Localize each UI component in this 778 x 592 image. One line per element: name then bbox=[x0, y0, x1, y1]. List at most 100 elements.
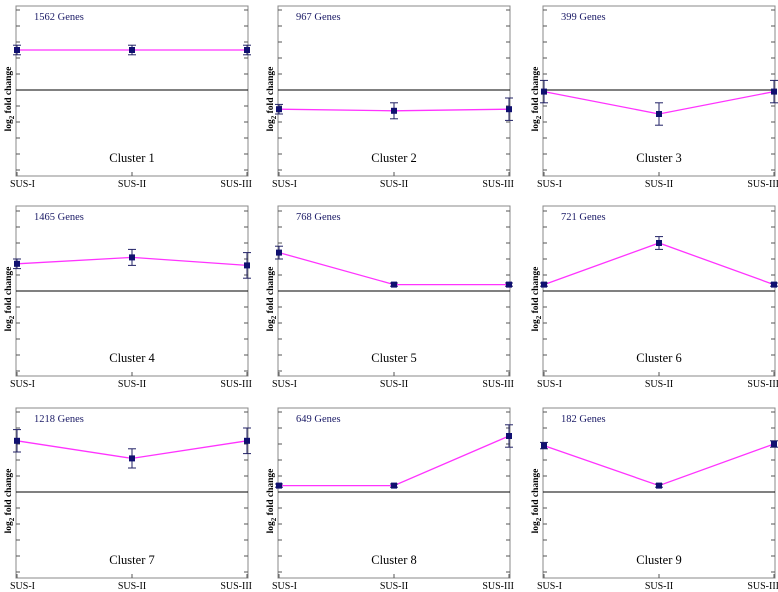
cluster-title: Cluster 6 bbox=[636, 351, 681, 365]
x-tick-label: SUS-I bbox=[10, 179, 35, 190]
x-tick-label: SUS-I bbox=[537, 581, 562, 592]
cluster-panel-5: SUS-I SUS-II SUS-III 768 Genes Cluster 5 log2… bbox=[266, 205, 514, 390]
x-tick-label: SUS-II bbox=[645, 581, 673, 592]
x-tick-label: SUS-III bbox=[482, 179, 514, 190]
y-axis-label: log2 fold change bbox=[531, 67, 543, 132]
y-axis-label-sub: 2 bbox=[535, 315, 543, 319]
y-axis-label-sub: 2 bbox=[8, 115, 16, 119]
cluster-panel-3: SUS-I SUS-II SUS-III 399 Genes Cluster 3 log2… bbox=[531, 5, 778, 190]
data-point bbox=[244, 47, 250, 53]
x-tick-label: SUS-II bbox=[645, 179, 673, 190]
y-axis-label-sub: 2 bbox=[270, 115, 278, 119]
x-tick-label: SUS-II bbox=[118, 379, 146, 390]
x-tick-label: SUS-III bbox=[747, 581, 778, 592]
x-tick-label: SUS-III bbox=[482, 581, 514, 592]
x-tick-label: SUS-II bbox=[380, 581, 408, 592]
x-tick-label: SUS-II bbox=[645, 379, 673, 390]
cluster-panel-2: SUS-I SUS-II SUS-III 967 Genes Cluster 2 log2… bbox=[266, 5, 514, 190]
data-point bbox=[771, 281, 777, 288]
y-axis-label-log: log bbox=[531, 521, 541, 533]
y-axis-label-log: log bbox=[4, 521, 14, 533]
y-axis-label: log2 fold change bbox=[531, 267, 543, 332]
cluster-panel-6: SUS-I SUS-II SUS-III 721 Genes Cluster 6 log2… bbox=[531, 205, 778, 390]
series-line bbox=[543, 443, 775, 487]
y-axis-label-log: log bbox=[4, 119, 14, 131]
y-axis-label-log: log bbox=[531, 119, 541, 131]
gene-count-label: 1465 Genes bbox=[34, 212, 84, 223]
x-tick-label: SUS-III bbox=[747, 379, 778, 390]
y-axis-label-rest: fold change bbox=[266, 267, 276, 316]
data-point bbox=[541, 88, 547, 95]
x-tick-label: SUS-I bbox=[537, 179, 562, 190]
y-axis-label-rest: fold change bbox=[266, 67, 276, 116]
cluster-title: Cluster 3 bbox=[636, 151, 681, 165]
data-point bbox=[14, 437, 20, 444]
y-axis-label-rest: fold change bbox=[266, 469, 276, 518]
x-tick-label: SUS-I bbox=[10, 379, 35, 390]
data-point bbox=[656, 240, 662, 246]
data-point bbox=[276, 482, 282, 489]
x-tick-label: SUS-I bbox=[10, 581, 35, 592]
x-tick-label: SUS-II bbox=[118, 179, 146, 190]
cluster-title: Cluster 4 bbox=[109, 351, 155, 365]
data-point bbox=[276, 106, 282, 113]
y-axis-label-sub: 2 bbox=[535, 517, 543, 521]
cluster-title: Cluster 9 bbox=[636, 553, 681, 567]
gene-count-label: 721 Genes bbox=[561, 212, 606, 223]
y-axis-label-sub: 2 bbox=[270, 315, 278, 319]
y-axis-label-log: log bbox=[4, 319, 14, 331]
data-point bbox=[129, 254, 135, 261]
cluster-title: Cluster 8 bbox=[371, 553, 416, 567]
gene-count-label: 768 Genes bbox=[296, 212, 341, 223]
data-point bbox=[244, 437, 250, 444]
y-axis-label-rest: fold change bbox=[531, 67, 541, 116]
cluster-panel-1: SUS-I SUS-II SUS-III 1562 Genes Cluster 1 log… bbox=[4, 5, 252, 190]
cluster-title: Cluster 1 bbox=[109, 151, 154, 165]
data-point bbox=[506, 281, 512, 288]
gene-count-label: 182 Genes bbox=[561, 414, 606, 425]
y-axis-label: log2 fold change bbox=[4, 67, 16, 132]
y-axis-label-sub: 2 bbox=[270, 517, 278, 521]
y-axis-label-rest: fold change bbox=[4, 469, 14, 518]
x-tick-label: SUS-III bbox=[747, 179, 778, 190]
cluster-title: Cluster 5 bbox=[371, 351, 416, 365]
x-tick-label: SUS-III bbox=[482, 379, 514, 390]
data-point bbox=[276, 249, 282, 256]
cluster-panel-8: SUS-I SUS-II SUS-III 649 Genes Cluster 8 log2… bbox=[266, 407, 514, 592]
x-tick-label: SUS-I bbox=[537, 379, 562, 390]
y-axis-label: log2 fold change bbox=[4, 469, 16, 534]
y-axis-label-log: log bbox=[266, 319, 276, 331]
x-tick-label: SUS-II bbox=[380, 379, 408, 390]
cluster-panel-7: SUS-I SUS-II SUS-III 1218 Genes Cluster 7 log… bbox=[4, 407, 252, 592]
y-axis-label-log: log bbox=[266, 521, 276, 533]
data-point bbox=[244, 262, 250, 269]
y-axis-label: log2 fold change bbox=[4, 267, 16, 332]
data-point bbox=[541, 281, 547, 288]
gene-count-label: 399 Genes bbox=[561, 12, 606, 23]
data-point bbox=[506, 106, 512, 113]
y-axis-label: log2 fold change bbox=[266, 267, 278, 332]
y-axis-label: log2 fold change bbox=[266, 67, 278, 132]
cluster-title: Cluster 7 bbox=[109, 553, 154, 567]
x-tick-label: SUS-III bbox=[220, 379, 252, 390]
series-line bbox=[279, 435, 510, 487]
x-tick-label: SUS-I bbox=[272, 581, 297, 592]
data-point bbox=[129, 455, 135, 462]
y-axis-label-rest: fold change bbox=[531, 267, 541, 316]
data-point bbox=[656, 482, 662, 489]
x-tick-label: SUS-II bbox=[118, 581, 146, 592]
y-axis-label-rest: fold change bbox=[4, 267, 14, 316]
y-axis-label-rest: fold change bbox=[531, 469, 541, 518]
y-axis-label: log2 fold change bbox=[531, 469, 543, 534]
y-axis-label: log2 fold change bbox=[266, 469, 278, 534]
y-axis-label-sub: 2 bbox=[8, 517, 16, 521]
series-line bbox=[278, 251, 509, 286]
y-axis-label-rest: fold change bbox=[4, 67, 14, 116]
x-tick-label: SUS-III bbox=[220, 581, 252, 592]
gene-count-label: 1218 Genes bbox=[34, 414, 84, 425]
gene-count-label: 967 Genes bbox=[296, 12, 341, 23]
data-point bbox=[771, 88, 777, 95]
data-point bbox=[14, 260, 20, 267]
gene-count-label: 649 Genes bbox=[296, 414, 341, 425]
data-point bbox=[506, 433, 512, 439]
